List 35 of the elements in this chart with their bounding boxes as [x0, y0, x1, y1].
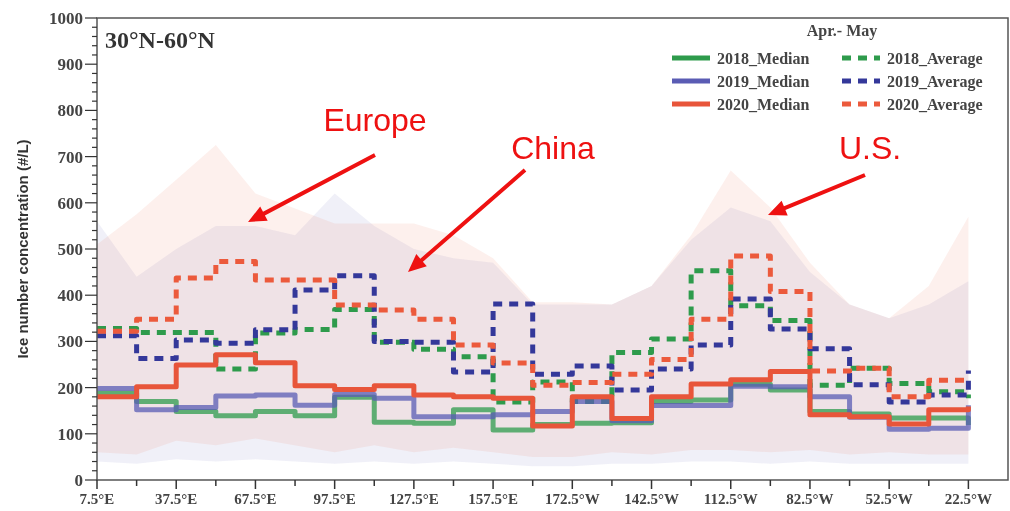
y-axis-title: Ice number concentration (#/L) [14, 139, 31, 359]
y-tick-label: 500 [57, 239, 83, 259]
x-tick-label: 67.5°E [234, 491, 277, 507]
x-tick-label: 52.5°W [865, 491, 913, 507]
y-tick-label: 900 [57, 55, 83, 75]
y-tick-label: 700 [57, 147, 83, 167]
legend-label: 2020_Average [887, 95, 983, 114]
chart-title: 30°N-60°N [105, 27, 216, 53]
x-tick-label: 112.5°W [703, 491, 758, 507]
legend-label: 2020_Median [717, 95, 810, 113]
x-tick-label: 22.5°W [944, 491, 993, 507]
x-tick-label: 157.5°E [468, 491, 518, 507]
y-tick-label: 400 [57, 286, 83, 306]
y-tick-label: 1000 [49, 8, 83, 28]
y-tick-label: 800 [57, 101, 83, 121]
legend-label: 2019_Average [887, 72, 983, 91]
legend-label: 2018_Average [887, 49, 983, 68]
x-tick-label: 97.5°E [313, 491, 356, 507]
y-tick-label: 200 [57, 378, 83, 398]
x-tick-label: 37.5°E [155, 491, 198, 507]
y-tick-label: 0 [74, 470, 83, 490]
y-tick-label: 100 [57, 424, 83, 444]
annotation: U.S. [838, 130, 902, 167]
x-tick-label: 142.5°W [624, 491, 679, 507]
legend-title: Apr.- May [806, 22, 878, 40]
y-tick-label: 300 [57, 332, 83, 352]
legend-label: 2019_Median [717, 72, 810, 90]
x-tick-label: 82.5°W [786, 491, 834, 507]
y-tick-label: 600 [57, 193, 83, 213]
legend-label: 2018_Median [717, 49, 810, 67]
x-tick-label: 172.5°W [544, 491, 600, 507]
annotation: Europe [323, 102, 427, 139]
x-tick-label: 7.5°E [79, 491, 115, 507]
annotation: China [511, 130, 596, 167]
x-tick-label: 127.5°E [388, 491, 439, 507]
